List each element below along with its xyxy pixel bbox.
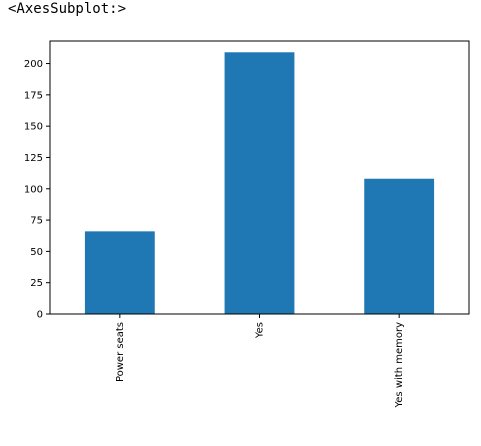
y-tick-label: 50 (30, 247, 43, 258)
y-tick-label: 125 (24, 153, 43, 164)
axes-subplot-repr: <AxesSubplot:> (8, 1, 127, 17)
x-tick-label: Yes with memory (394, 322, 405, 409)
bar-yes-with-memory (364, 178, 435, 314)
y-tick-label: 0 (37, 310, 43, 321)
y-tick-label: 100 (24, 184, 43, 195)
bar-yes (224, 52, 295, 315)
bars-group (84, 52, 435, 315)
bar-power-seats (84, 231, 155, 314)
y-tick-label: 175 (24, 90, 43, 101)
y-tick-label: 150 (24, 122, 43, 133)
x-axis: Power seats Yes Yes with memory (115, 314, 405, 409)
x-tick-label: Yes (255, 322, 266, 339)
y-tick-label: 200 (24, 59, 43, 70)
y-tick-label: 25 (30, 278, 43, 289)
x-tick-label: Power seats (115, 322, 126, 382)
y-axis: 0 25 50 75 100 125 150 175 200 (24, 59, 50, 321)
y-tick-label: 75 (30, 216, 43, 227)
